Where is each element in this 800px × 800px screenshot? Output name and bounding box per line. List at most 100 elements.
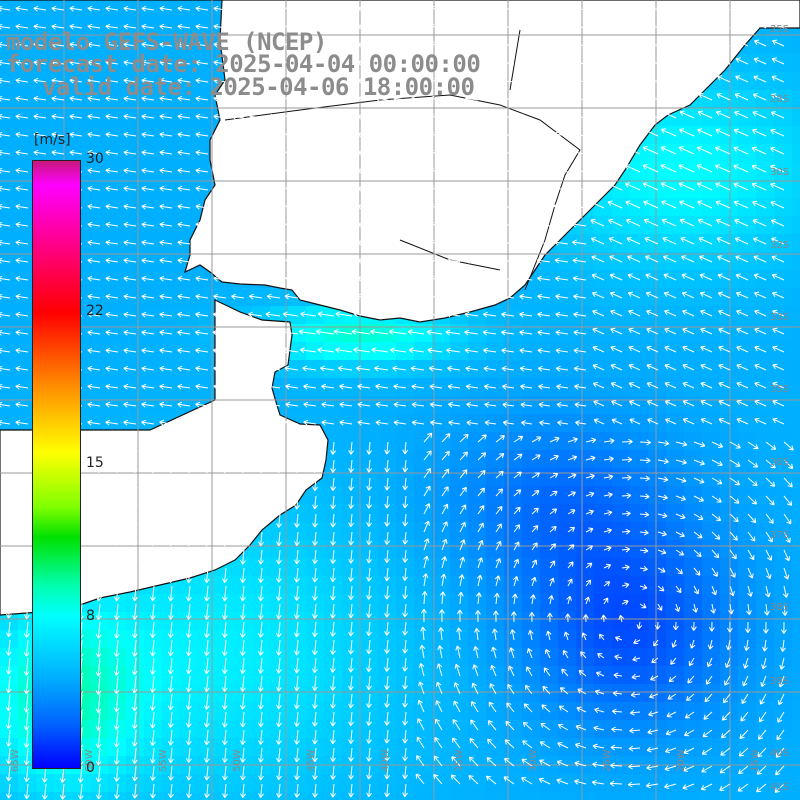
wind-speed-cell [270, 558, 289, 577]
wind-speed-cell [288, 648, 307, 667]
wind-arrow [51, 23, 65, 30]
wind-speed-cell [234, 738, 253, 757]
wind-speed-cell [432, 504, 451, 523]
wind-speed-cell [468, 594, 487, 613]
wind-speed-cell [270, 702, 289, 721]
wind-arrow [51, 5, 65, 12]
wind-speed-cell [576, 486, 595, 505]
wind-speed-cell [738, 432, 757, 451]
wind-speed-cell [612, 432, 631, 451]
wind-speed-cell [144, 684, 163, 703]
wind-speed-cell [324, 612, 343, 631]
wind-speed-cell [360, 432, 379, 451]
wind-arrow [772, 3, 785, 11]
wind-speed-cell [432, 432, 451, 451]
wind-speed-cell [594, 576, 613, 595]
wind-speed-cell [792, 342, 800, 361]
wind-speed-cell [612, 558, 631, 577]
wind-speed-cell [144, 702, 163, 721]
wind-speed-cell [90, 630, 109, 649]
wind-speed-cell [144, 612, 163, 631]
wind-speed-cell [558, 450, 577, 469]
wind-speed-cell [594, 468, 613, 487]
wind-speed-cell [360, 486, 379, 505]
wind-arrow [105, 5, 119, 12]
wind-speed-cell [216, 630, 235, 649]
wind-speed-cell [738, 666, 757, 685]
wind-speed-cell [756, 540, 775, 559]
wind-speed-cell [360, 558, 379, 577]
wind-speed-cell [396, 504, 415, 523]
wind-speed-cell [360, 720, 379, 739]
wind-arrow [15, 59, 29, 66]
wind-arrow [159, 5, 173, 12]
wind-speed-cell [594, 486, 613, 505]
wind-speed-cell [126, 720, 145, 739]
wind-speed-cell [486, 558, 505, 577]
wind-speed-cell [126, 648, 145, 667]
wind-speed-cell [576, 450, 595, 469]
wind-arrow [357, 23, 371, 30]
wind-speed-cell [594, 558, 613, 577]
wind-speed-cell [144, 630, 163, 649]
wind-arrow [33, 41, 47, 48]
wind-speed-cell [324, 720, 343, 739]
wind-speed-cell [270, 774, 289, 793]
wind-speed-cell [108, 612, 127, 631]
wind-speed-cell [396, 540, 415, 559]
wind-speed-cell [792, 702, 800, 721]
wind-arrow [195, 41, 209, 48]
wind-speed-cell [342, 702, 361, 721]
wind-speed-cell [756, 576, 775, 595]
wind-speed-cell [0, 738, 19, 757]
wind-speed-cell [792, 432, 800, 451]
wind-arrow [0, 5, 11, 12]
wind-speed-cell [792, 612, 800, 631]
wind-speed-cell [558, 504, 577, 523]
colorbar [32, 160, 81, 769]
wind-speed-cell [486, 594, 505, 613]
wind-speed-cell [468, 792, 487, 800]
wind-arrow [285, 5, 299, 12]
wind-speed-cell [288, 774, 307, 793]
wind-arrow [249, 23, 263, 30]
wind-speed-cell [522, 792, 541, 800]
wind-speed-cell [702, 432, 721, 451]
wind-speed-cell [756, 612, 775, 631]
wind-arrow [429, 23, 443, 30]
wind-speed-cell [792, 576, 800, 595]
wind-speed-cell [792, 684, 800, 703]
wind-speed-cell [630, 738, 649, 757]
wind-arrow [664, 3, 677, 11]
wind-speed-cell [684, 774, 703, 793]
wind-speed-cell [522, 540, 541, 559]
wind-speed-cell [126, 666, 145, 685]
wind-arrow [718, 21, 731, 29]
wind-speed-cell [270, 540, 289, 559]
wind-arrow [159, 41, 173, 48]
wind-arrow [735, 39, 749, 47]
wind-arrow [717, 39, 731, 47]
wind-speed-cell [126, 630, 145, 649]
wind-speed-cell [450, 504, 469, 523]
wind-arrow [213, 5, 227, 12]
wind-speed-cell [738, 774, 757, 793]
wind-speed-cell [630, 684, 649, 703]
wind-speed-cell [576, 594, 595, 613]
wind-speed-cell [774, 540, 793, 559]
wind-arrow [537, 5, 551, 12]
wind-speed-cell [342, 648, 361, 667]
wind-speed-cell [774, 558, 793, 577]
wind-speed-cell [792, 126, 800, 145]
wind-speed-cell [108, 630, 127, 649]
wind-speed-cell [324, 432, 343, 451]
wind-speed-cell [792, 738, 800, 757]
wind-speed-cell [630, 540, 649, 559]
wind-speed-cell [450, 522, 469, 541]
wind-speed-cell [486, 522, 505, 541]
wind-arrow [555, 41, 569, 48]
wind-arrow [105, 23, 119, 30]
wind-speed-cell [288, 522, 307, 541]
wind-speed-cell [612, 594, 631, 613]
